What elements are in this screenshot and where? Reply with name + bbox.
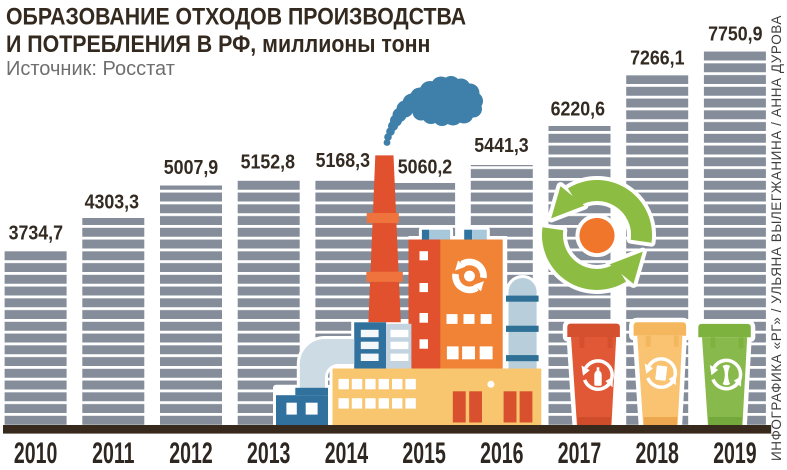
svg-text:ИНФОГРАФИКА «РГ» / УЛЬЯНА ВЫЛЕ: ИНФОГРАФИКА «РГ» / УЛЬЯНА ВЫЛЕГЖАНИНА / … (769, 15, 784, 461)
svg-text:Источник: Росстат: Источник: Росстат (6, 58, 175, 80)
svg-text:И ПОТРЕБЛЕНИЯ В РФ, миллионы т: И ПОТРЕБЛЕНИЯ В РФ, миллионы тонн (6, 30, 430, 57)
svg-text:7266,1: 7266,1 (630, 48, 684, 70)
svg-text:2010: 2010 (14, 437, 57, 470)
svg-text:3734,7: 3734,7 (9, 223, 63, 245)
svg-text:2014: 2014 (325, 437, 368, 470)
svg-text:2018: 2018 (636, 437, 679, 470)
svg-text:5152,8: 5152,8 (241, 152, 295, 174)
svg-text:2013: 2013 (247, 437, 290, 470)
svg-text:2015: 2015 (402, 437, 445, 470)
svg-text:5007,9: 5007,9 (164, 157, 218, 179)
svg-text:5060,2: 5060,2 (398, 157, 452, 179)
svg-text:5441,3: 5441,3 (474, 135, 528, 157)
svg-text:7750,9: 7750,9 (708, 24, 762, 46)
svg-text:2011: 2011 (92, 437, 134, 470)
svg-text:6220,6: 6220,6 (551, 99, 605, 121)
svg-text:2017: 2017 (558, 437, 601, 470)
svg-text:2016: 2016 (480, 437, 523, 470)
svg-text:ОБРАЗОВАНИЕ ОТХОДОВ ПРОИЗВОДСТ: ОБРАЗОВАНИЕ ОТХОДОВ ПРОИЗВОДСТВА (6, 2, 466, 30)
svg-text:2019: 2019 (713, 437, 756, 470)
svg-text:4303,3: 4303,3 (85, 192, 139, 214)
svg-text:5168,3: 5168,3 (316, 150, 370, 172)
svg-text:2012: 2012 (169, 437, 212, 470)
